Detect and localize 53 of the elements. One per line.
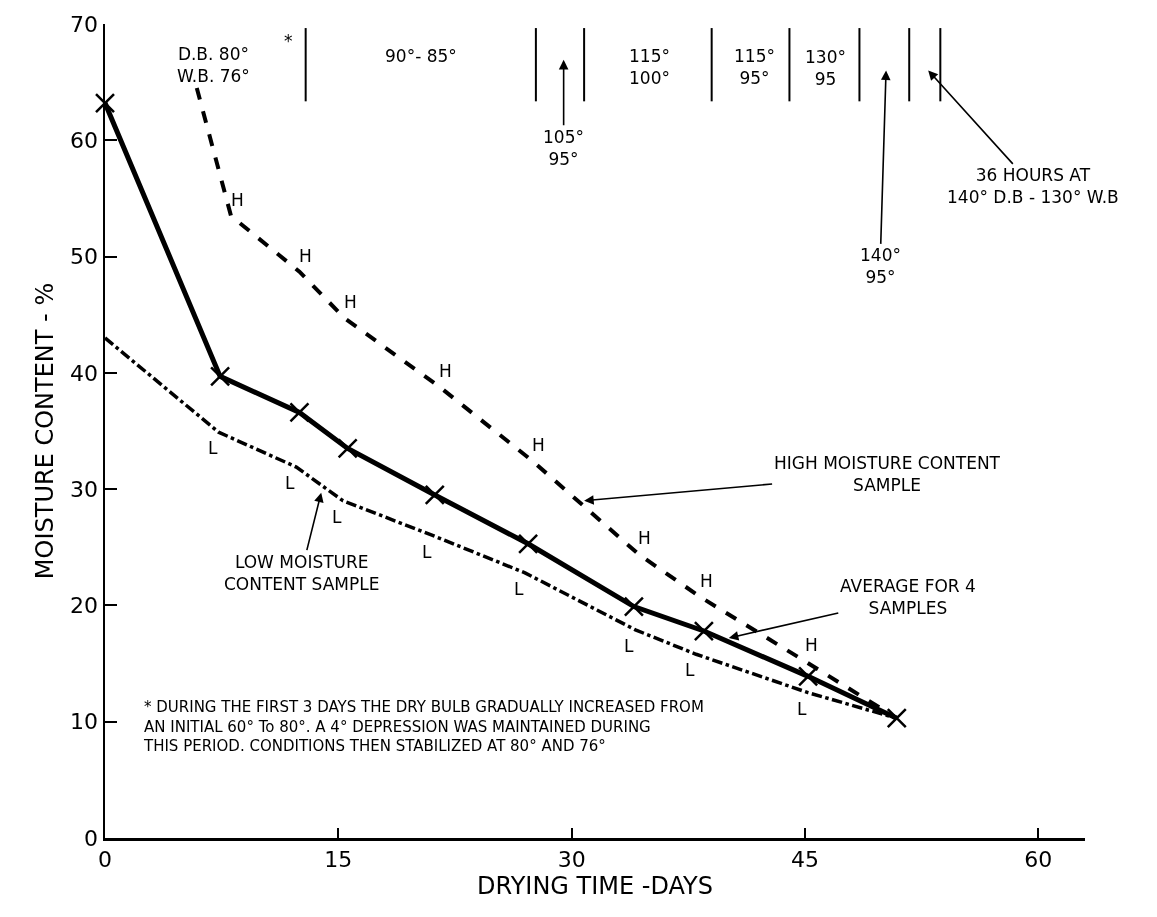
data-label: H bbox=[532, 435, 545, 455]
annotation: 90°- 85° bbox=[385, 46, 457, 66]
annotation: D.B. 80° W.B. 76° bbox=[177, 44, 250, 87]
point bbox=[94, 92, 116, 114]
annotation: 36 HOURS AT 140° D.B - 130° W.B bbox=[947, 165, 1119, 208]
data-label: L bbox=[797, 699, 807, 719]
data-label: H bbox=[638, 528, 651, 548]
data-label: L bbox=[208, 438, 218, 458]
data-label: H bbox=[299, 246, 312, 266]
point bbox=[289, 402, 310, 423]
annotation: 115° 95° bbox=[734, 46, 775, 89]
point bbox=[623, 596, 645, 617]
y-tick-label: 0 bbox=[84, 825, 99, 851]
x-axis-title: DRYING TIME -DAYS bbox=[477, 871, 713, 900]
y-tick-label: 60 bbox=[70, 127, 99, 153]
y-tick-label: 50 bbox=[70, 244, 99, 270]
data-label: H bbox=[700, 571, 713, 591]
data-label: H bbox=[344, 292, 357, 312]
point bbox=[693, 620, 715, 642]
data-label: H bbox=[231, 190, 244, 210]
y-axis-title: MOISTURE CONTENT - % bbox=[30, 282, 59, 580]
annotation: AVERAGE FOR 4 SAMPLES bbox=[840, 576, 976, 619]
data-label: L bbox=[422, 542, 432, 562]
data-label: H bbox=[439, 361, 452, 381]
x-tick-label: 45 bbox=[791, 846, 819, 872]
x-tick-label: 15 bbox=[324, 846, 353, 872]
annotation: * bbox=[284, 31, 293, 51]
data-label: H bbox=[805, 635, 818, 655]
annotation: 130° 95 bbox=[805, 47, 846, 90]
data-label: L bbox=[332, 507, 342, 527]
data-label: L bbox=[624, 636, 634, 656]
annotation: 140° 95° bbox=[860, 245, 901, 288]
point bbox=[517, 533, 539, 555]
annotation: LOW MOISTURE CONTENT SAMPLE bbox=[224, 552, 380, 595]
x-tick-label: 30 bbox=[557, 846, 586, 872]
y-tick-label: 20 bbox=[70, 593, 99, 619]
annotation: 115° 100° bbox=[629, 46, 670, 89]
y-tick-label: 40 bbox=[70, 360, 99, 386]
data-label: L bbox=[285, 473, 295, 493]
point bbox=[337, 438, 358, 459]
annotation: HIGH MOISTURE CONTENT SAMPLE bbox=[774, 453, 1001, 496]
data-label: L bbox=[685, 660, 695, 680]
data-label: L bbox=[514, 579, 524, 599]
annotation: * DURING THE FIRST 3 DAYS THE DRY BULB GRADUALLY INCREASED FROM AN INITIAL 60° To 80°. A 4° DEPRESSION WAS MAINTAINED DURING THIS PERIOD. CONDITIONS THEN STABILIZED AT 80° AND 76° bbox=[143, 698, 704, 755]
y-tick-label: 30 bbox=[70, 476, 99, 502]
point bbox=[209, 366, 231, 387]
y-tick-label: 10 bbox=[70, 709, 99, 735]
point bbox=[886, 707, 908, 729]
y-tick-label: 70 bbox=[70, 11, 99, 37]
annotation: 105° 95° bbox=[543, 127, 584, 170]
point bbox=[797, 666, 819, 687]
point bbox=[424, 484, 446, 506]
x-tick-label: 60 bbox=[1024, 846, 1053, 872]
